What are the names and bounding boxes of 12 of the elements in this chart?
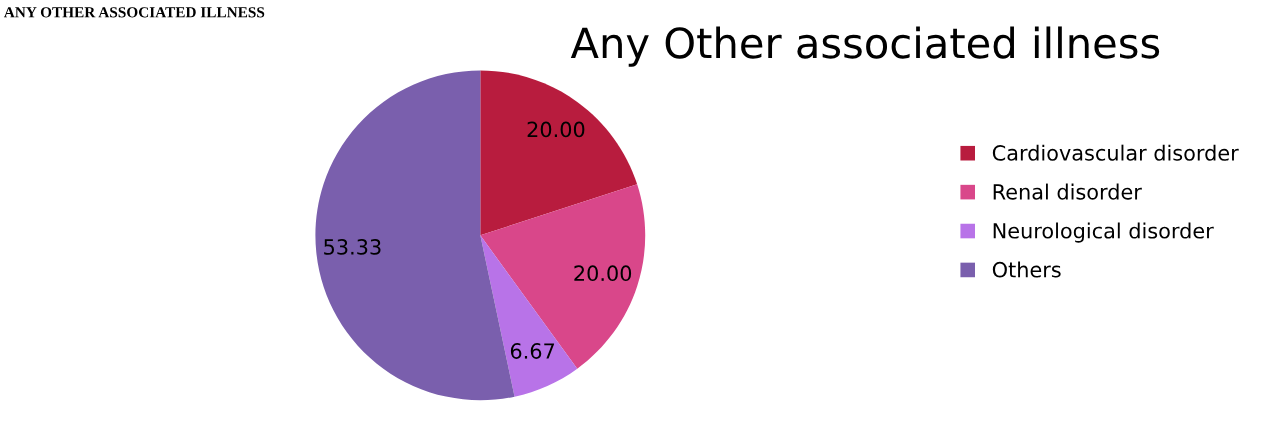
- legend-label: Neurological disorder: [993, 222, 1214, 243]
- pie-slice: [480, 70, 638, 236]
- data-label: 20.00: [574, 265, 632, 282]
- legend-label: Others: [992, 261, 1061, 278]
- pie-slice: [480, 184, 646, 369]
- data-label: 20.00: [527, 121, 585, 138]
- legend-label: Cardiovascular disorder: [992, 144, 1239, 161]
- legend-label: Renal disorder: [993, 183, 1142, 200]
- text: ANY OTHER ASSOCIATED ILLNESS: [3, 7, 265, 18]
- data-label: 53.33: [324, 239, 381, 255]
- chart-title: Any Other associated illness: [570, 26, 1160, 67]
- data-label: 6.67: [510, 343, 555, 359]
